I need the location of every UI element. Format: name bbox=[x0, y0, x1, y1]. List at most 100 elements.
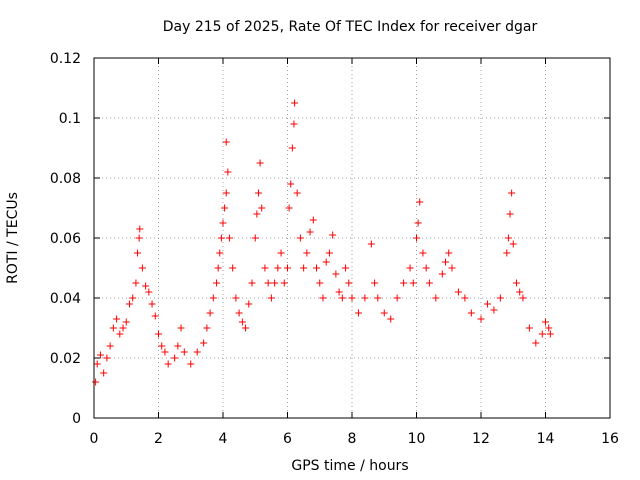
data-point bbox=[432, 294, 440, 302]
data-point bbox=[177, 324, 185, 332]
data-point bbox=[136, 225, 144, 233]
data-point bbox=[287, 180, 295, 188]
data-point bbox=[300, 264, 308, 272]
data-point bbox=[348, 294, 356, 302]
x-tick-label: 10 bbox=[408, 431, 426, 447]
data-point bbox=[280, 279, 288, 287]
data-point bbox=[193, 348, 201, 356]
data-point bbox=[264, 279, 272, 287]
data-point bbox=[216, 249, 224, 257]
x-tick-label: 14 bbox=[537, 431, 555, 447]
data-point bbox=[387, 315, 395, 323]
data-point bbox=[483, 300, 491, 308]
data-point bbox=[413, 234, 420, 242]
x-tick-label: 8 bbox=[348, 431, 357, 447]
data-point bbox=[125, 300, 133, 308]
data-point bbox=[109, 324, 117, 332]
data-point bbox=[93, 360, 101, 368]
data-point bbox=[538, 330, 546, 338]
data-point bbox=[542, 318, 549, 326]
data-point bbox=[161, 348, 169, 356]
x-tick-label: 0 bbox=[90, 431, 99, 447]
data-point bbox=[454, 288, 462, 296]
data-point bbox=[224, 168, 232, 176]
data-point bbox=[258, 204, 266, 212]
data-point bbox=[92, 378, 100, 386]
x-tick-label: 16 bbox=[601, 431, 619, 447]
data-point bbox=[325, 249, 333, 257]
data-point bbox=[256, 159, 264, 167]
data-point bbox=[100, 369, 108, 377]
x-tick-label: 4 bbox=[219, 431, 228, 447]
data-point bbox=[461, 294, 469, 302]
y-axis-label: ROTI / TECUs bbox=[5, 192, 21, 284]
data-point bbox=[293, 189, 301, 197]
data-point bbox=[329, 231, 337, 239]
data-point bbox=[145, 288, 153, 296]
data-point bbox=[380, 309, 388, 317]
y-tick-label: 0.12 bbox=[50, 51, 81, 67]
data-point bbox=[251, 234, 259, 242]
y-tick-label: 0.02 bbox=[50, 351, 81, 367]
data-point bbox=[96, 351, 104, 359]
data-point bbox=[214, 264, 222, 272]
data-point bbox=[525, 324, 533, 332]
data-point bbox=[322, 258, 330, 266]
data-point bbox=[232, 294, 240, 302]
data-point bbox=[119, 324, 127, 332]
data-point bbox=[445, 249, 453, 257]
data-point bbox=[477, 315, 485, 323]
data-point bbox=[151, 312, 159, 320]
y-tick-label: 0.08 bbox=[50, 171, 81, 187]
data-point bbox=[132, 279, 140, 287]
data-point bbox=[174, 342, 182, 350]
data-point bbox=[509, 240, 517, 248]
data-point bbox=[225, 234, 233, 242]
data-point bbox=[332, 270, 340, 278]
data-point bbox=[221, 204, 229, 212]
data-point bbox=[400, 279, 408, 287]
data-point bbox=[134, 249, 142, 257]
data-point bbox=[422, 264, 430, 272]
data-point bbox=[219, 219, 227, 227]
data-point bbox=[532, 339, 540, 347]
data-point bbox=[206, 309, 214, 317]
data-point bbox=[291, 99, 299, 107]
data-point bbox=[180, 348, 188, 356]
data-point bbox=[238, 318, 246, 326]
data-point bbox=[371, 279, 379, 287]
data-point bbox=[213, 279, 221, 287]
data-point bbox=[158, 342, 166, 350]
data-point bbox=[135, 234, 143, 242]
data-point bbox=[155, 330, 162, 338]
data-point bbox=[519, 294, 527, 302]
data-point bbox=[261, 264, 269, 272]
data-point bbox=[345, 279, 353, 287]
y-tick-label: 0 bbox=[72, 411, 81, 427]
chart-title: Day 215 of 2025, Rate Of TEC Index for r… bbox=[163, 19, 538, 35]
data-point bbox=[290, 120, 298, 128]
data-point bbox=[438, 270, 446, 278]
data-point bbox=[316, 279, 324, 287]
data-point bbox=[374, 294, 382, 302]
data-point bbox=[116, 330, 124, 338]
data-point bbox=[148, 300, 156, 308]
data-point bbox=[416, 198, 424, 206]
data-point bbox=[303, 249, 311, 257]
data-point bbox=[335, 288, 343, 296]
data-point bbox=[503, 249, 511, 257]
data-point bbox=[253, 210, 261, 218]
data-point bbox=[313, 264, 321, 272]
data-point bbox=[209, 294, 217, 302]
data-point bbox=[409, 279, 417, 287]
data-point bbox=[467, 309, 475, 317]
data-point bbox=[284, 264, 291, 272]
data-point bbox=[254, 189, 262, 197]
data-point bbox=[277, 249, 285, 257]
data-point bbox=[142, 282, 150, 290]
data-point bbox=[200, 339, 208, 347]
data-point bbox=[490, 306, 498, 314]
data-point bbox=[425, 279, 433, 287]
data-point bbox=[512, 279, 520, 287]
